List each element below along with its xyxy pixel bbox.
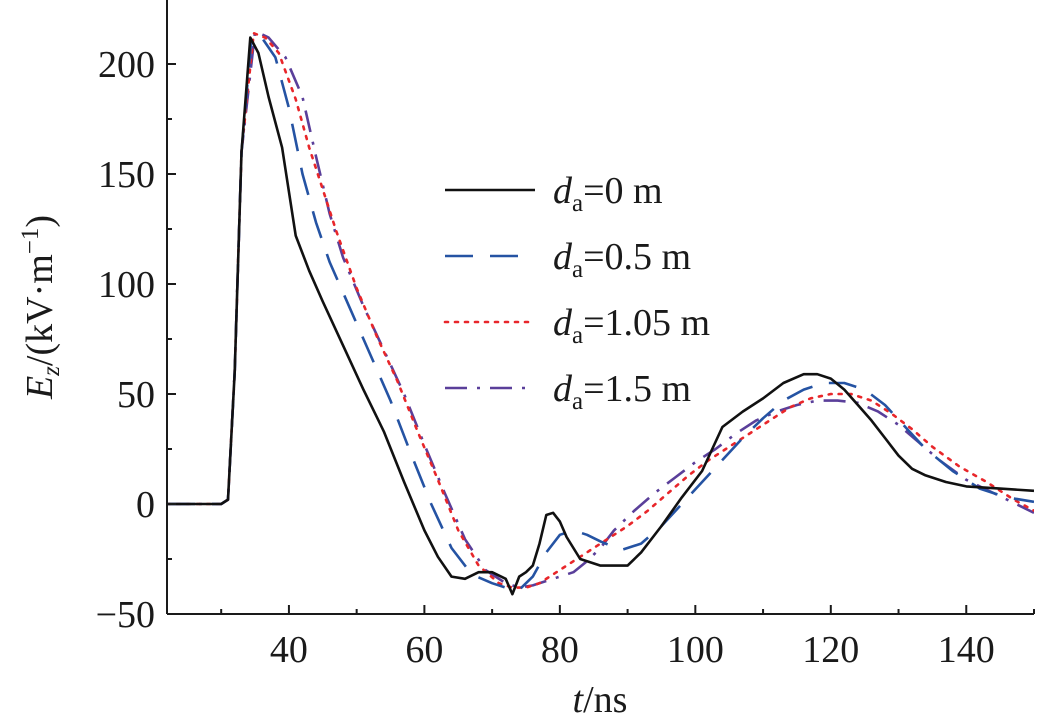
axes — [166, 0, 1034, 615]
series-line-0 — [167, 36, 1034, 596]
tick-layer: −50 0 50 100 150 200 40 60 80 100 120 140 — [96, 44, 1035, 671]
x-tick-label: 80 — [541, 629, 579, 671]
y-axis-title: Ez/(kV·m−1) — [17, 215, 65, 400]
x-tick-label: 40 — [270, 629, 308, 671]
y-tick-label: 100 — [98, 264, 155, 306]
y-tick-label: −50 — [96, 594, 155, 636]
x-tick-label: 120 — [802, 629, 859, 671]
axis-titles: t/ns Ez/(kV·m−1) — [17, 215, 627, 721]
x-tick-label: 100 — [667, 629, 724, 671]
legend: da=0 m da=0.5 m da=1.05 m da=1.5 m — [443, 170, 710, 415]
legend-label: da=0 m — [553, 170, 663, 217]
y-tick-label: 150 — [98, 154, 155, 196]
series-line-1 — [167, 34, 1034, 592]
series-line-2 — [167, 31, 1034, 589]
x-tick-label: 140 — [938, 629, 995, 671]
legend-label: da=0.5 m — [553, 236, 691, 283]
x-tick-label: 60 — [405, 629, 443, 671]
y-tick-label: 0 — [136, 484, 155, 526]
y-tick-label: 200 — [98, 44, 155, 86]
series-layer — [167, 29, 1034, 596]
y-tick-label: 50 — [117, 374, 155, 416]
x-axis-title: t/ns — [573, 679, 628, 721]
legend-label: da=1.5 m — [553, 368, 691, 415]
legend-label: da=1.05 m — [553, 302, 710, 349]
